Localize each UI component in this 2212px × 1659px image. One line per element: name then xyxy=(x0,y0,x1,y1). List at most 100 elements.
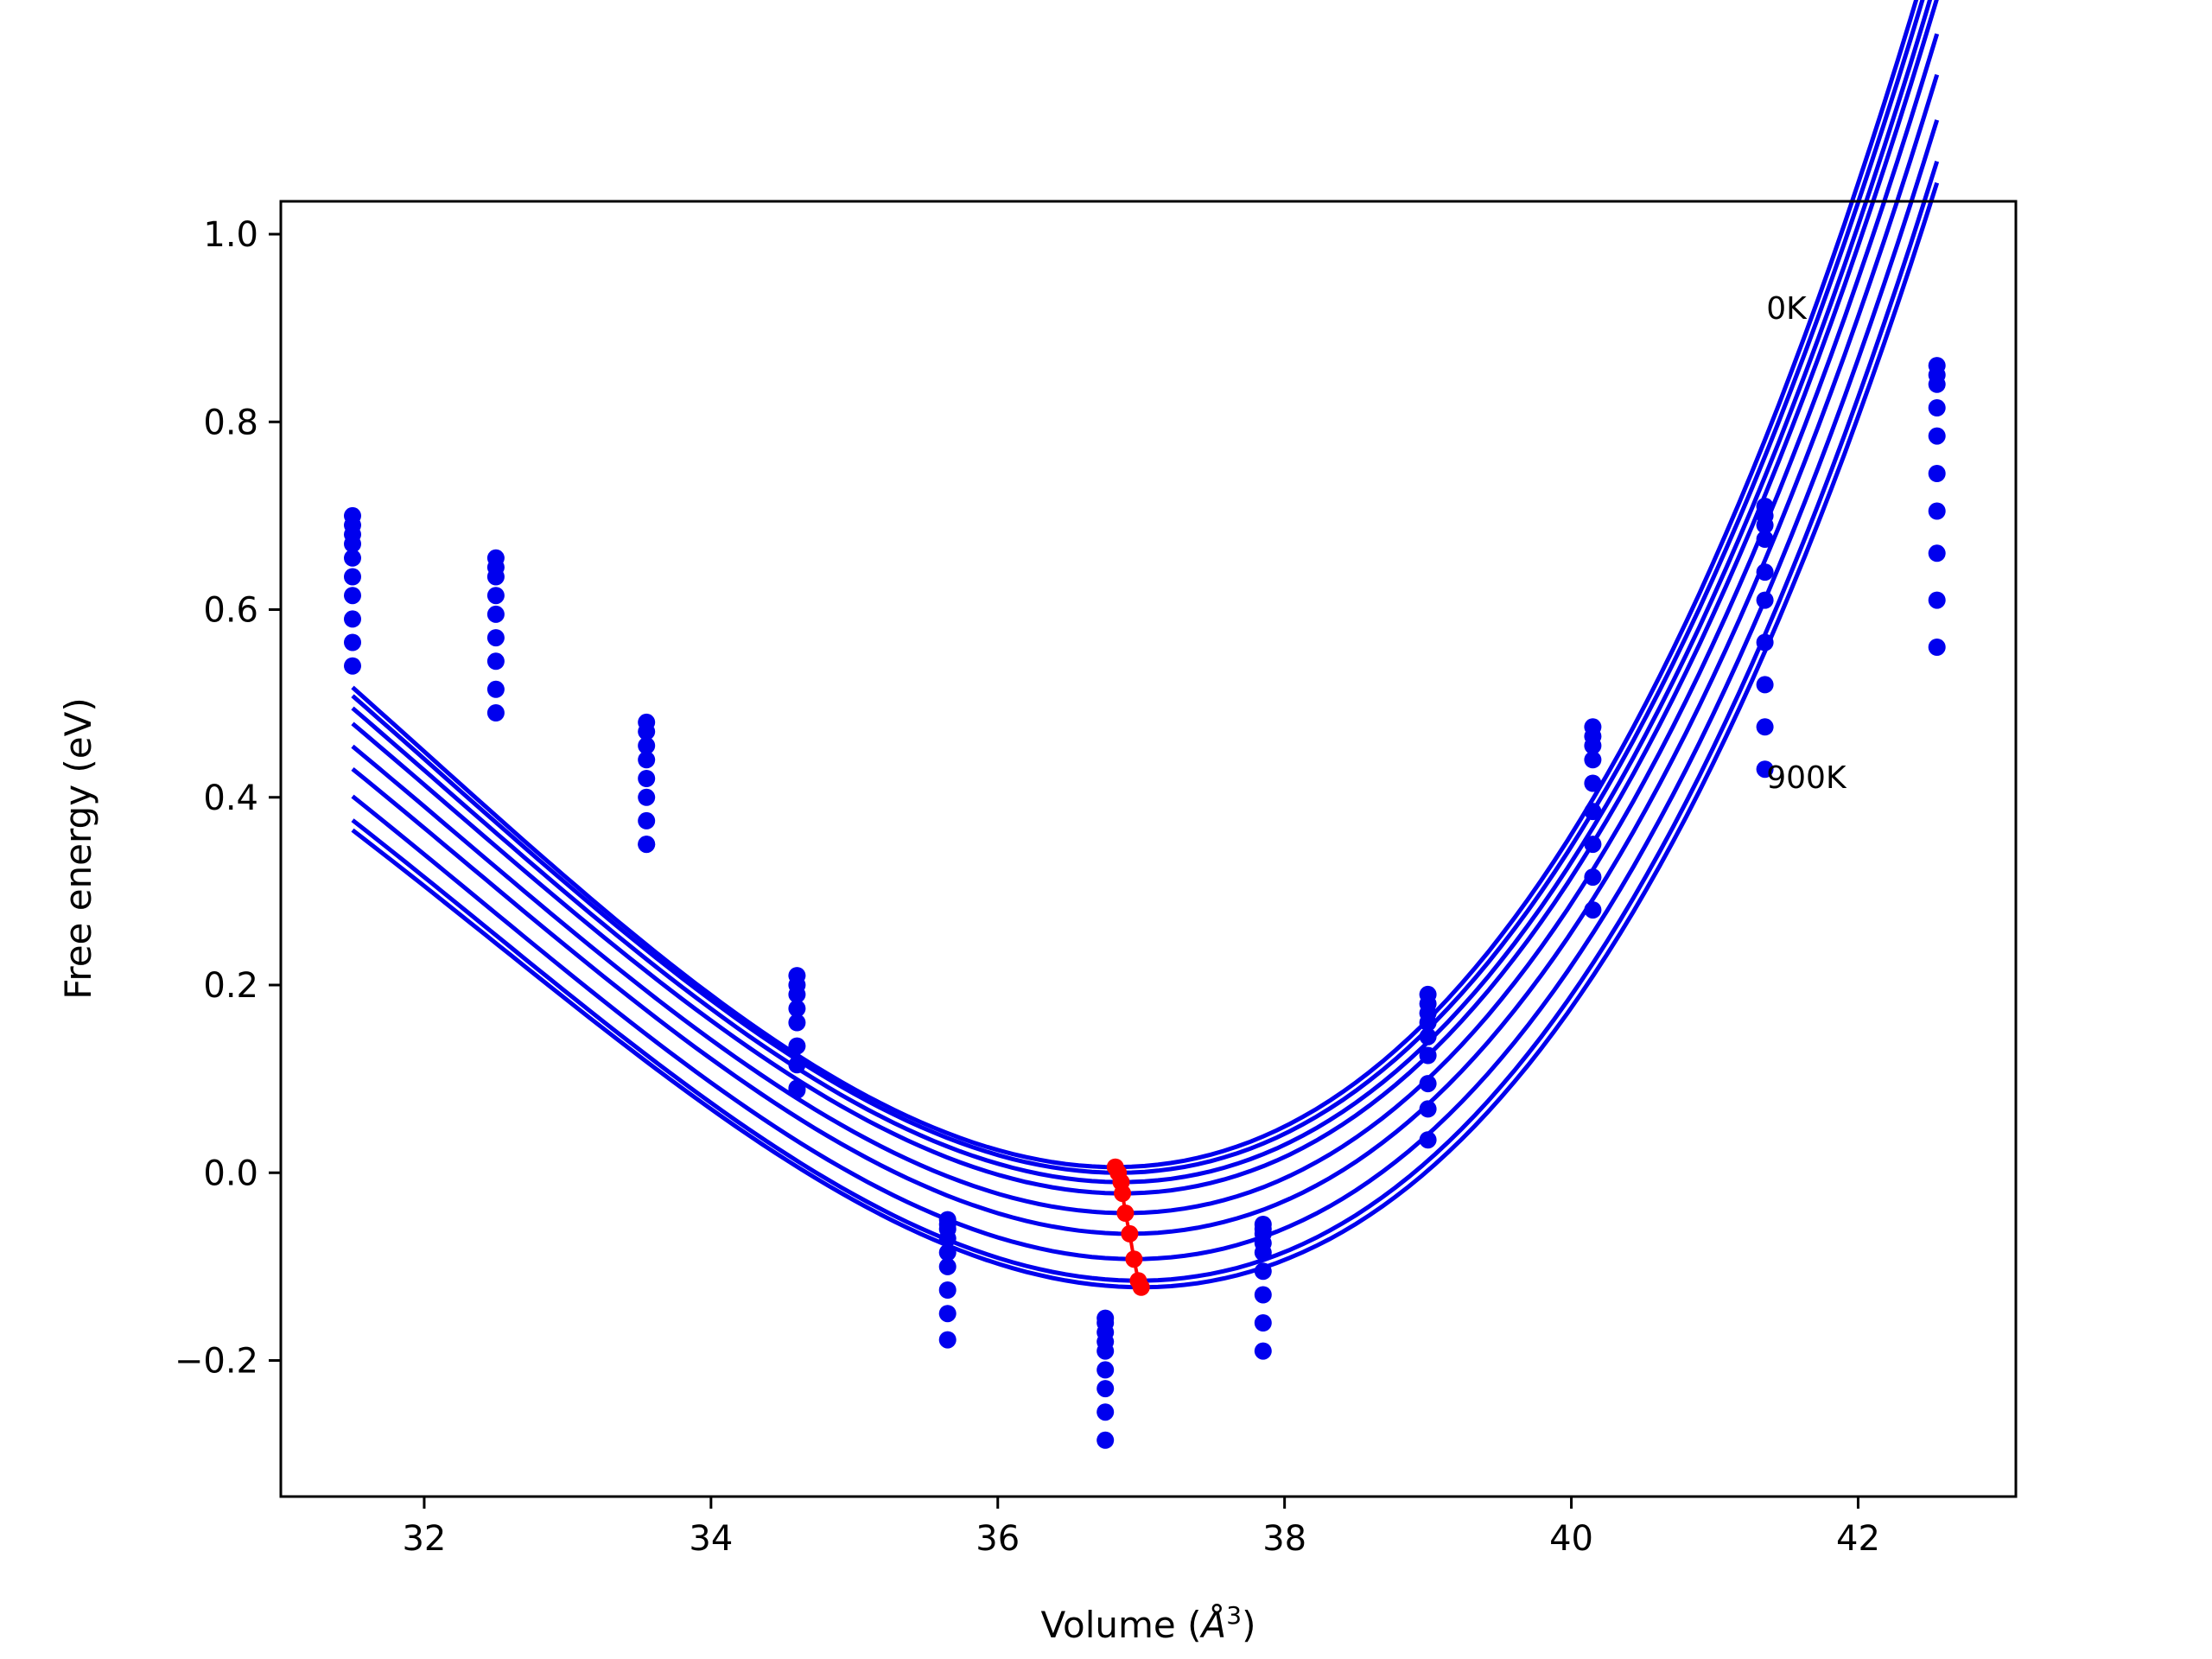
data-point xyxy=(1096,1380,1115,1398)
minimum-point xyxy=(1116,1205,1135,1222)
fit-curve-3 xyxy=(351,0,1939,1196)
data-point xyxy=(638,811,656,830)
data-point xyxy=(1928,591,1946,609)
data-point xyxy=(486,587,505,605)
data-point xyxy=(788,1037,806,1055)
minimum-point xyxy=(1125,1250,1143,1268)
data-point xyxy=(1096,1342,1115,1360)
y-axis-label: Free energy (eV) xyxy=(57,697,99,1000)
y-tick-label: 0.4 xyxy=(203,779,258,818)
data-point xyxy=(788,1081,806,1099)
fit-curves xyxy=(351,0,1940,1290)
data-point xyxy=(638,770,656,787)
data-point xyxy=(788,1014,806,1032)
data-point xyxy=(1928,375,1946,393)
data-point xyxy=(1928,399,1946,416)
data-point xyxy=(1756,676,1774,694)
y-tick-label: 0.0 xyxy=(203,1154,258,1193)
minimum-point xyxy=(1121,1224,1139,1243)
y-tick-label: 1.0 xyxy=(203,215,258,255)
minimum-point xyxy=(1132,1278,1150,1296)
data-point xyxy=(1254,1262,1272,1281)
data-point xyxy=(486,605,505,623)
data-point xyxy=(1756,591,1774,609)
data-point xyxy=(344,587,361,605)
data-point xyxy=(1584,774,1602,792)
data-point xyxy=(344,535,361,553)
data-point xyxy=(1928,465,1946,482)
data-point xyxy=(938,1305,957,1323)
data-point xyxy=(1756,718,1774,736)
x-tick-label: 36 xyxy=(976,1519,1020,1559)
data-point xyxy=(1096,1431,1115,1449)
data-point xyxy=(344,568,361,586)
data-point xyxy=(1928,427,1946,445)
data-point xyxy=(638,722,656,741)
data-point xyxy=(1419,1075,1437,1093)
data-point xyxy=(788,1056,806,1074)
minimum-point xyxy=(1114,1185,1132,1203)
fit-curve-7 xyxy=(351,160,1940,1283)
y-tick-label: 0.6 xyxy=(203,591,258,631)
data-point xyxy=(938,1281,957,1299)
data-point xyxy=(1584,751,1602,769)
x-tick-label: 38 xyxy=(1262,1519,1306,1559)
data-point xyxy=(1584,737,1602,754)
data-point xyxy=(788,985,806,1003)
data-point xyxy=(1756,531,1774,548)
fit-curve-0 xyxy=(351,0,1919,1170)
fit-curve-8 xyxy=(351,181,1940,1290)
annotation-label: 0K xyxy=(1766,291,1808,327)
data-point xyxy=(938,1230,957,1248)
x-tick-label: 32 xyxy=(402,1519,446,1559)
plot-frame xyxy=(279,200,2018,1498)
annotation-label: 900K xyxy=(1766,760,1847,796)
data-point xyxy=(1584,836,1602,854)
data-point xyxy=(1254,1342,1272,1360)
data-point xyxy=(1584,803,1602,821)
annotations: 0K 900K xyxy=(1766,291,1847,796)
data-point xyxy=(486,629,505,647)
x-tick-label: 34 xyxy=(689,1519,733,1559)
data-point xyxy=(1254,1243,1272,1262)
data-point xyxy=(1928,502,1946,520)
fit-curve-6 xyxy=(351,119,1940,1262)
data-point xyxy=(486,568,505,586)
data-point xyxy=(1419,1131,1437,1149)
data-point xyxy=(1096,1361,1115,1379)
fit-curve-2 xyxy=(351,0,1933,1185)
data-point xyxy=(638,788,656,806)
data-point xyxy=(938,1243,957,1262)
data-point xyxy=(344,610,361,628)
data-point xyxy=(1419,1014,1437,1032)
data-points xyxy=(344,357,1946,1449)
data-point xyxy=(1756,516,1774,534)
data-point xyxy=(1254,1314,1272,1332)
data-point xyxy=(1928,639,1946,656)
data-point xyxy=(638,751,656,769)
data-point xyxy=(1756,563,1774,582)
data-point xyxy=(1254,1286,1272,1304)
data-point xyxy=(788,1000,806,1018)
data-point xyxy=(344,549,361,567)
data-point xyxy=(1584,901,1602,919)
x-tick-label: 42 xyxy=(1836,1519,1880,1559)
x-axis-ticks: 32 34 36 38 40 42 xyxy=(402,1497,1880,1559)
y-tick-label: 0.2 xyxy=(203,966,258,1006)
data-point xyxy=(1928,544,1946,563)
y-axis-ticks: −0.2 0.0 0.2 0.4 0.6 0.8 1.0 xyxy=(175,215,281,1381)
data-point xyxy=(938,1331,957,1349)
data-point xyxy=(486,652,505,671)
fit-curve-5 xyxy=(351,73,1940,1236)
data-point xyxy=(1756,760,1774,779)
y-tick-label: −0.2 xyxy=(175,1341,258,1381)
data-point xyxy=(1419,1100,1437,1118)
fit-curve-4 xyxy=(351,33,1940,1216)
data-point xyxy=(1419,1046,1437,1065)
x-tick-label: 40 xyxy=(1549,1519,1593,1559)
data-point xyxy=(938,1257,957,1275)
y-tick-label: 0.8 xyxy=(203,403,258,442)
data-point xyxy=(638,836,656,854)
data-point xyxy=(1419,1027,1437,1046)
